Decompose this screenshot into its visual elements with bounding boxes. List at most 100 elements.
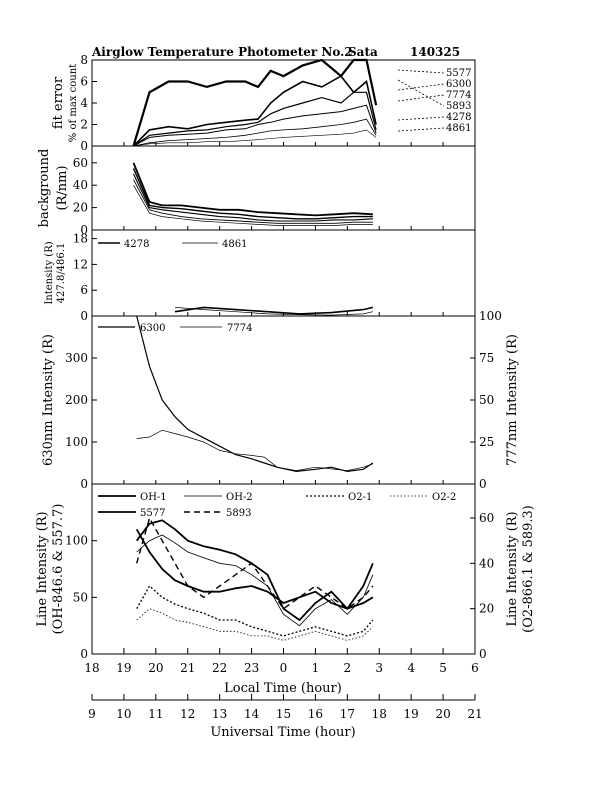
legend-leader-line bbox=[397, 94, 445, 102]
universal-time-tick-label: 9 bbox=[88, 707, 96, 721]
local-time-tick-label: 20 bbox=[148, 661, 163, 675]
series-line-p1-2 bbox=[133, 173, 373, 222]
series-line-4861 bbox=[133, 129, 377, 147]
y-right-tick-label: 20 bbox=[479, 602, 494, 616]
series-line-5577 bbox=[135, 528, 374, 610]
legend-leader-line bbox=[397, 83, 445, 91]
legend-label-5577: 5577 bbox=[446, 68, 471, 79]
local-time-tick-label: 2 bbox=[344, 661, 352, 675]
local-time-tick-label: 3 bbox=[375, 661, 383, 675]
local-time-tick-label: 18 bbox=[84, 661, 99, 675]
legend-leader-line bbox=[397, 69, 445, 74]
local-time-tick-label: 4 bbox=[407, 661, 415, 675]
legend-leader-line bbox=[397, 79, 445, 107]
y-tick-label: 4 bbox=[80, 96, 88, 110]
y-tick-label: 100 bbox=[65, 435, 88, 449]
fit-error-ylabel: fit error bbox=[51, 76, 66, 129]
line-intensity-right-ylabel: Line Intensity (R) bbox=[505, 511, 520, 626]
legend-label-5577: 5577 bbox=[140, 508, 165, 519]
panel-fit-error-frame bbox=[91, 59, 476, 147]
y-tick-label: 20 bbox=[73, 201, 88, 215]
universal-time-xlabel: Universal Time (hour) bbox=[210, 725, 355, 740]
series-line-5893 bbox=[136, 516, 374, 610]
figure-date: 140325 bbox=[410, 45, 460, 59]
legend-label-7774: 7774 bbox=[227, 323, 252, 334]
background-ylabel: background bbox=[37, 149, 52, 228]
series-line-O2-1 bbox=[136, 584, 374, 637]
panel-630-777-frame bbox=[91, 315, 476, 485]
local-time-tick-label: 21 bbox=[180, 661, 195, 675]
line-intensity-right-ylabel-sub: (O2-866.1 & 589.3) bbox=[521, 505, 536, 633]
y-tick-label: 200 bbox=[65, 393, 88, 407]
local-time-tick-label: 19 bbox=[116, 661, 131, 675]
series-line-7774 bbox=[136, 429, 374, 471]
y-right-tick-label: 25 bbox=[479, 435, 494, 449]
y-right-tick-label: 0 bbox=[479, 647, 487, 661]
series-line-6300 bbox=[132, 75, 377, 147]
local-time-xlabel: Local Time (hour) bbox=[224, 681, 342, 696]
legend-label-4278: 4278 bbox=[446, 112, 471, 123]
universal-time-tick-label: 16 bbox=[308, 707, 323, 721]
y-right-tick-label: 60 bbox=[479, 511, 494, 525]
y-tick-label: 0 bbox=[80, 223, 88, 237]
legend-leader-line bbox=[397, 116, 445, 121]
chart-marks: 0246855776300777458934278486102040600612… bbox=[65, 53, 502, 721]
series-line-p1-0 bbox=[132, 162, 373, 217]
figure-title: Airglow Temperature Photometer No.2 bbox=[91, 45, 353, 59]
y-tick-label: 2 bbox=[80, 118, 88, 132]
universal-time-tick-label: 19 bbox=[404, 707, 419, 721]
universal-time-tick-label: 21 bbox=[467, 707, 482, 721]
y-right-tick-label: 100 bbox=[479, 309, 502, 323]
legend-label-4861: 4861 bbox=[446, 123, 471, 134]
series-line-p1-1 bbox=[132, 168, 373, 220]
y-tick-label: 300 bbox=[65, 351, 88, 365]
local-time-tick-label: 6 bbox=[471, 661, 479, 675]
legend-label-4861: 4861 bbox=[222, 239, 247, 250]
series-line-5893 bbox=[133, 104, 377, 147]
series-line-p1-4 bbox=[133, 185, 373, 226]
y-tick-label: 18 bbox=[73, 232, 88, 246]
series-line-OH-2 bbox=[136, 534, 374, 627]
universal-time-tick-label: 13 bbox=[212, 707, 227, 721]
y-tick-label: 50 bbox=[73, 590, 88, 604]
universal-time-tick-label: 12 bbox=[180, 707, 195, 721]
local-time-tick-label: 0 bbox=[280, 661, 288, 675]
y-right-tick-label: 0 bbox=[479, 477, 487, 491]
series-line-4278 bbox=[133, 118, 377, 147]
legend-label-6300: 6300 bbox=[446, 79, 471, 90]
y-tick-label: 6 bbox=[80, 283, 88, 297]
local-time-tick-label: 23 bbox=[244, 661, 259, 675]
local-time-tick-label: 22 bbox=[212, 661, 227, 675]
y-right-tick-label: 40 bbox=[479, 556, 494, 570]
universal-time-tick-label: 10 bbox=[116, 707, 131, 721]
y-tick-label: 40 bbox=[73, 178, 88, 192]
legend-label-5893: 5893 bbox=[226, 508, 251, 519]
universal-time-tick-label: 14 bbox=[244, 707, 260, 721]
y-tick-label: 0 bbox=[80, 309, 88, 323]
legend-leader-line bbox=[397, 127, 445, 132]
y-tick-label: 0 bbox=[80, 477, 88, 491]
fit-error-ylabel-units: % of max count bbox=[68, 64, 79, 142]
630-ylabel: 630nm Intensity (R) bbox=[41, 334, 56, 466]
y-tick-label: 0 bbox=[80, 139, 88, 153]
y-tick-label: 6 bbox=[80, 75, 88, 89]
universal-time-tick-label: 20 bbox=[435, 707, 450, 721]
figure-site: Sata bbox=[348, 45, 378, 59]
legend-label-4278: 4278 bbox=[124, 239, 149, 250]
series-line-p1-3 bbox=[133, 179, 373, 224]
series-line-O2-2 bbox=[136, 608, 374, 641]
y-tick-label: 60 bbox=[73, 156, 88, 170]
series-line-5577 bbox=[132, 58, 378, 147]
series-line-4278 bbox=[174, 306, 374, 315]
y-right-tick-label: 75 bbox=[479, 351, 494, 365]
series-line-7774 bbox=[133, 91, 377, 147]
legend-label-5893: 5893 bbox=[446, 101, 471, 112]
y-tick-label: 100 bbox=[65, 534, 88, 548]
legend-label-7774: 7774 bbox=[446, 90, 471, 101]
legend-label-6300: 6300 bbox=[140, 323, 165, 334]
legend-label-OH-2: OH-2 bbox=[226, 492, 253, 503]
local-time-tick-label: 5 bbox=[439, 661, 447, 675]
legend-label-O2-2: O2-2 bbox=[432, 492, 456, 503]
local-time-tick-label: 1 bbox=[312, 661, 320, 675]
